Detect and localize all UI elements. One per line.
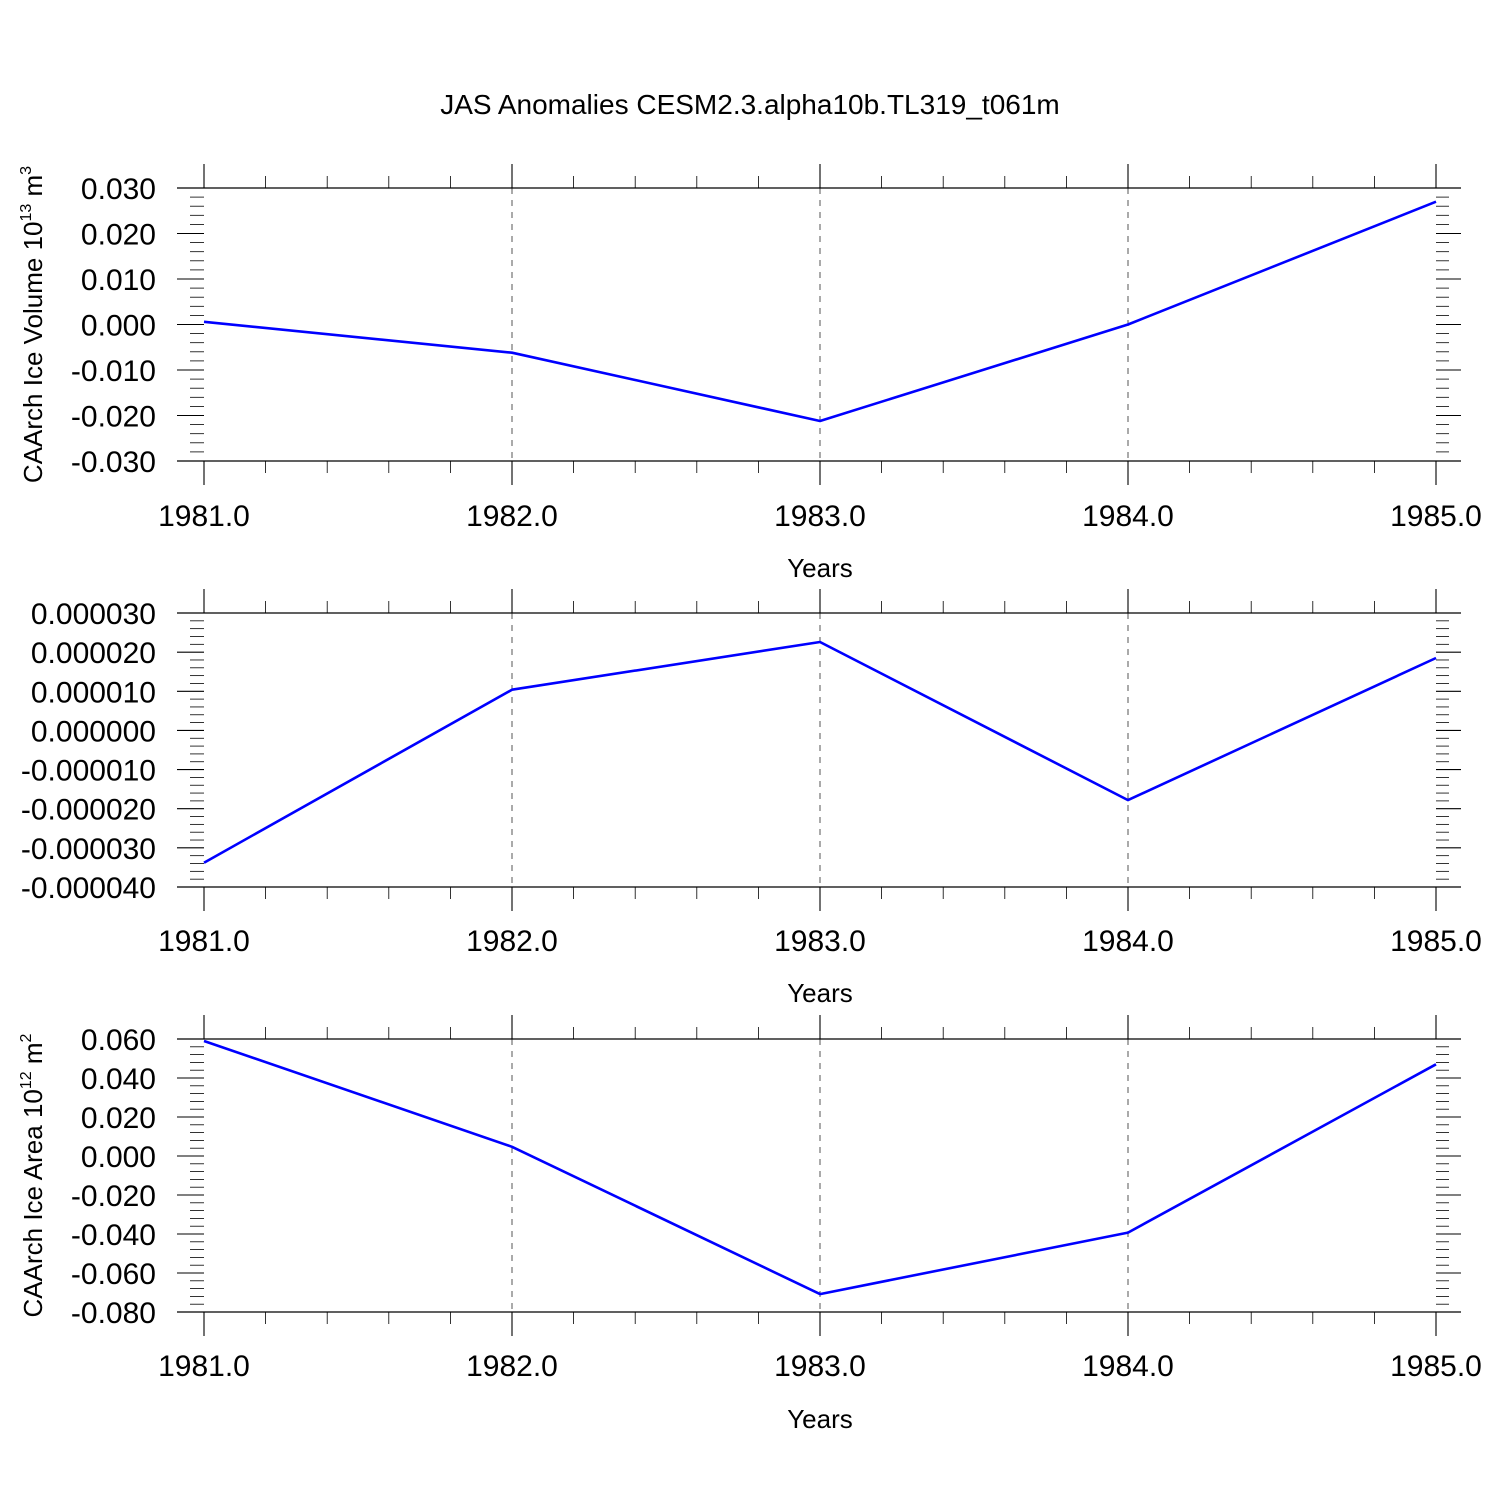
panels-group: 1981.0 1982.0 1983.0 1984.0 1985.0 -0.030 -0.0… <box>18 164 1482 1434</box>
y-tick-label: -0.000040 <box>21 872 156 905</box>
y-tick-label: -0.060 <box>71 1258 156 1291</box>
chart-panel-3: 1981.0 1982.0 1983.0 1984.0 1985.0 -0.080 -0.0… <box>18 1015 1482 1434</box>
x-tick-label: 1984.0 <box>1082 1350 1174 1383</box>
series-line-1 <box>203 200 1437 423</box>
y-tick-label: -0.040 <box>71 1219 156 1252</box>
y-tick-label: 0.040 <box>81 1063 156 1096</box>
x-tick-label: 1983.0 <box>774 1350 866 1383</box>
y-tick-label: 0.020 <box>81 219 156 252</box>
series-line-1 <box>203 640 1437 864</box>
x-tick-label: 1982.0 <box>466 925 558 958</box>
x-tick-label: 1984.0 <box>1082 500 1174 533</box>
y-tick-label: -0.020 <box>71 1180 156 1213</box>
y-tick-label: -0.000020 <box>21 794 156 827</box>
y-axis-title: CAArch Ice Volume 1013 m3 <box>18 166 48 483</box>
y-axis-title: CAArch Ice Area 1012 m2 <box>18 1033 48 1317</box>
chart-title: JAS Anomalies CESM2.3.alpha10b.TL319_t06… <box>440 89 1060 120</box>
chart-panel-2: 1981.0 1982.0 1983.0 1984.0 1985.0 -0.000040 -… <box>21 589 1482 1008</box>
x-tick-label: 1981.0 <box>158 925 250 958</box>
y-tick-label: 0.000 <box>81 1141 156 1174</box>
y-tick-label: 0.000 <box>81 310 156 343</box>
y-tick-label: 0.000010 <box>31 676 156 709</box>
x-tick-label: 1984.0 <box>1082 925 1174 958</box>
x-axis-title: Years <box>787 1404 853 1434</box>
y-tick-label: 0.010 <box>81 264 156 297</box>
y-tick-label: 0.000030 <box>31 598 156 631</box>
x-tick-label: 1982.0 <box>466 1350 558 1383</box>
y-tick-label: 0.060 <box>81 1024 156 1057</box>
x-tick-label: 1985.0 <box>1390 925 1482 958</box>
y-tick-label: -0.010 <box>71 355 156 388</box>
y-tick-label: 0.000020 <box>31 637 156 670</box>
y-tick-label: -0.030 <box>71 446 156 479</box>
x-tick-label: 1985.0 <box>1390 1350 1482 1383</box>
chart-panel-1: 1981.0 1982.0 1983.0 1984.0 1985.0 -0.030 -0.0… <box>18 164 1482 583</box>
x-tick-label: 1981.0 <box>158 500 250 533</box>
x-axis-title: Years <box>787 553 853 583</box>
x-tick-label: 1982.0 <box>466 500 558 533</box>
x-axis-title: Years <box>787 978 853 1008</box>
y-tick-label: -0.000010 <box>21 755 156 788</box>
x-tick-label: 1981.0 <box>158 1350 250 1383</box>
y-tick-label: 0.020 <box>81 1102 156 1135</box>
x-tick-label: 1983.0 <box>774 500 866 533</box>
x-tick-label: 1983.0 <box>774 925 866 958</box>
y-tick-label: -0.000030 <box>21 833 156 866</box>
y-tick-label: -0.020 <box>71 401 156 434</box>
y-tick-label: 0.000000 <box>31 715 156 748</box>
x-tick-label: 1985.0 <box>1390 500 1482 533</box>
y-tick-label: 0.030 <box>81 173 156 206</box>
y-tick-label: -0.080 <box>71 1297 156 1330</box>
series-line-1 <box>203 1039 1437 1296</box>
